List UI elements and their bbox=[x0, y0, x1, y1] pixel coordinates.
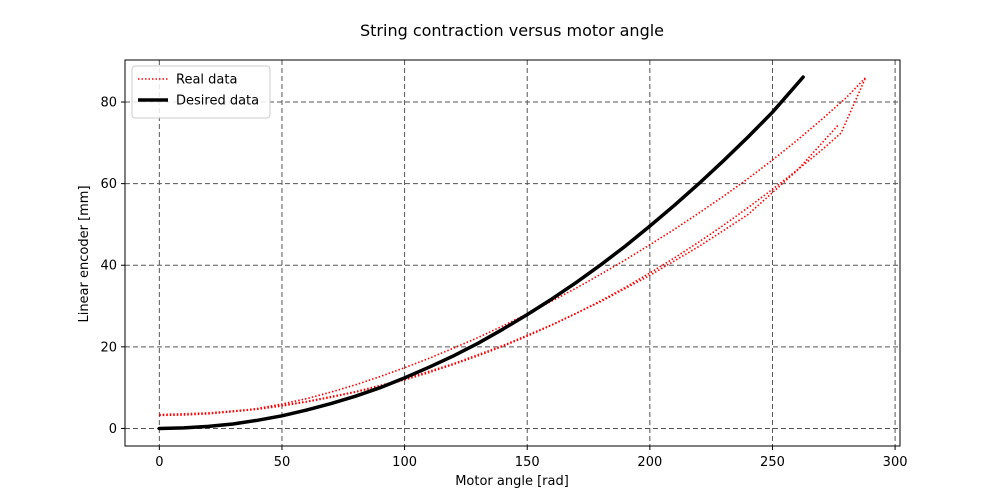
x-tick-label: 150 bbox=[515, 455, 540, 470]
y-tick-label: 80 bbox=[100, 96, 117, 111]
x-tick-label: 0 bbox=[155, 455, 163, 470]
plot-area-frame bbox=[124, 59, 901, 447]
desired-data-line bbox=[157, 75, 805, 431]
real-data-line bbox=[159, 76, 867, 417]
x-tick-label: 100 bbox=[392, 455, 417, 470]
y-axis-label: Linear encoder [mm] bbox=[77, 185, 92, 322]
legend-label: Desired data bbox=[176, 94, 259, 109]
x-tick-label: 250 bbox=[760, 455, 785, 470]
legend: Real data Desired data bbox=[131, 65, 271, 119]
y-tick-label: 20 bbox=[100, 340, 117, 355]
legend-label: Real data bbox=[176, 73, 237, 88]
y-tick-label: 60 bbox=[100, 177, 117, 192]
x-tick-label: 300 bbox=[883, 455, 908, 470]
axis-ticks: 0 50 100 150 200 250 300 0 20 40 60 80 bbox=[100, 96, 907, 470]
y-tick-label: 40 bbox=[100, 259, 117, 274]
y-tick-label: 0 bbox=[109, 422, 117, 437]
chart-title: String contraction versus motor angle bbox=[360, 21, 664, 40]
x-tick-label: 50 bbox=[274, 455, 291, 470]
x-axis-label: Motor angle [rad] bbox=[455, 474, 569, 489]
x-tick-label: 200 bbox=[637, 455, 662, 470]
series-layer bbox=[157, 75, 867, 431]
